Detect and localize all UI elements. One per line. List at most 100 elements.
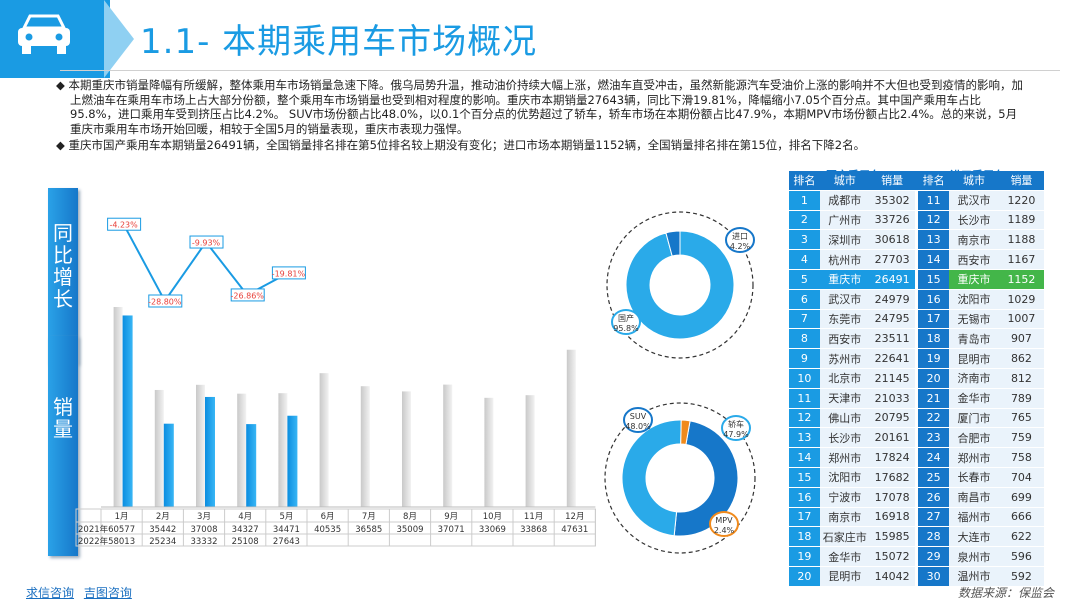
growth-label-box xyxy=(271,266,306,280)
rank-cell: 30 xyxy=(918,566,950,587)
col-rank-2: 排名 xyxy=(918,171,950,191)
sales-cell: 759 xyxy=(998,427,1044,449)
ranking-row: 17 南京市 16918 27 福州市 666 xyxy=(789,507,1044,528)
legend-2021: 2021年 xyxy=(78,524,109,535)
bar-2021 xyxy=(525,395,535,507)
month-label: 1月 xyxy=(115,512,129,522)
col-rank: 排名 xyxy=(789,171,820,191)
donut-label: MPV xyxy=(715,516,733,525)
donut-label: 进口 xyxy=(732,232,748,241)
gap-cell xyxy=(914,566,919,587)
city-cell: 广州市 xyxy=(819,210,870,231)
city-cell: 武汉市 xyxy=(819,289,870,310)
sales-side-label: 销量 xyxy=(48,336,78,556)
rank-cell: 7 xyxy=(789,309,820,330)
sales-cell: 1007 xyxy=(998,309,1044,330)
rank-cell: 15 xyxy=(789,467,820,488)
donut-value: 95.8% xyxy=(613,324,639,333)
bar-2022 xyxy=(122,315,133,507)
rank-cell: 3 xyxy=(789,229,820,251)
rank-cell: 16 xyxy=(918,289,950,310)
growth-label-box xyxy=(230,288,265,302)
rank-cell: 13 xyxy=(789,427,820,449)
car-icon xyxy=(18,14,70,54)
month-label: 4月 xyxy=(238,512,252,522)
bullet-2-text: 重庆市国产乘用车本期销量26491辆，全国销量排名排在第5位排名较上期没有变化；… xyxy=(68,138,866,152)
donut-value: 47.9% xyxy=(723,430,749,439)
value-2021: 37008 xyxy=(190,525,217,535)
sales-cell: 1220 xyxy=(998,190,1044,211)
city-cell: 温州市 xyxy=(949,566,999,587)
city-cell: 苏州市 xyxy=(819,348,870,369)
gap-cell xyxy=(914,309,919,330)
donut-label-bubble xyxy=(709,511,739,537)
rank-cell: 28 xyxy=(918,526,950,548)
rank-cell: 12 xyxy=(789,408,820,429)
growth-label-text: 同比增长 xyxy=(53,221,73,311)
sales-cell: 20161 xyxy=(869,427,915,449)
sales-cell: 704 xyxy=(998,467,1044,488)
city-cell: 昆明市 xyxy=(819,566,870,587)
bar-2022 xyxy=(246,424,257,507)
summary-bullets: ◆ 本期重庆市销量降幅有所缓解，整体乘用车市场销量急速下降。俄乌局势升温，推动油… xyxy=(56,78,1026,155)
donut-slice xyxy=(673,420,739,537)
city-cell: 长沙市 xyxy=(819,427,870,449)
city-cell: 济南市 xyxy=(949,368,999,389)
sales-cell: 14042 xyxy=(869,566,915,587)
rank-cell: 12 xyxy=(918,210,950,231)
sales-cell: 699 xyxy=(998,487,1044,508)
rank-cell: 10 xyxy=(789,368,820,389)
month-label: 12月 xyxy=(565,512,584,522)
sales-cell: 592 xyxy=(998,566,1044,587)
city-cell: 南京市 xyxy=(949,229,999,251)
gap-cell xyxy=(914,408,919,429)
city-cell: 沈阳市 xyxy=(819,467,870,488)
rank-cell: 13 xyxy=(918,229,950,251)
footer-link-1[interactable]: 求信咨询 xyxy=(26,586,75,600)
bar-2021 xyxy=(402,391,411,507)
page-title: 1.1- 本期乘用车市场概况 xyxy=(140,22,538,62)
city-cell: 重庆市 xyxy=(949,269,999,290)
bar-2022 xyxy=(205,396,215,507)
month-label: 2月 xyxy=(156,512,170,522)
bar-2021 xyxy=(484,397,494,507)
sales-cell: 24979 xyxy=(869,289,915,310)
sales-cell: 22641 xyxy=(869,348,915,369)
gap-cell xyxy=(914,427,919,449)
gap-cell xyxy=(914,526,919,548)
growth-label-box xyxy=(107,217,142,231)
city-cell: 西安市 xyxy=(949,249,999,270)
donut-value: 4.2% xyxy=(730,242,751,251)
footer-link-2[interactable]: 吉图咨询 xyxy=(83,586,132,600)
city-cell: 深圳市 xyxy=(819,229,870,251)
city-cell: 重庆市 xyxy=(819,269,870,290)
sales-cell: 765 xyxy=(998,408,1044,429)
col-gap xyxy=(914,171,919,191)
donut-label-bubble xyxy=(725,227,755,253)
gap-cell xyxy=(914,328,919,350)
ranking-row: 5 重庆市 26491 15 重庆市 1152 xyxy=(789,269,1044,290)
rank-cell: 18 xyxy=(789,526,820,548)
city-cell: 合肥市 xyxy=(949,427,999,449)
city-cell: 郑州市 xyxy=(819,447,870,468)
sales-cell: 17682 xyxy=(869,467,915,488)
city-cell: 金华市 xyxy=(819,546,870,567)
data-source: 数据来源：保监会 xyxy=(958,586,1055,600)
sales-cell: 16918 xyxy=(869,507,915,528)
rank-cell: 4 xyxy=(789,249,820,270)
sales-cell: 1189 xyxy=(998,210,1044,231)
month-label: 7月 xyxy=(362,512,376,522)
sales-cell: 1188 xyxy=(998,229,1044,251)
value-2021: 34327 xyxy=(232,525,259,535)
gap-cell xyxy=(914,447,919,468)
title-divider xyxy=(60,70,1060,71)
ranking-row: 14 郑州市 17824 24 郑州市 758 xyxy=(789,447,1044,468)
value-2021: 33868 xyxy=(520,525,547,535)
city-cell: 长沙市 xyxy=(949,210,999,231)
donut-label: SUV xyxy=(630,412,647,421)
sales-cell: 15985 xyxy=(869,526,915,548)
gap-cell xyxy=(914,190,919,211)
gap-cell xyxy=(914,348,919,369)
rank-cell: 19 xyxy=(918,348,950,369)
